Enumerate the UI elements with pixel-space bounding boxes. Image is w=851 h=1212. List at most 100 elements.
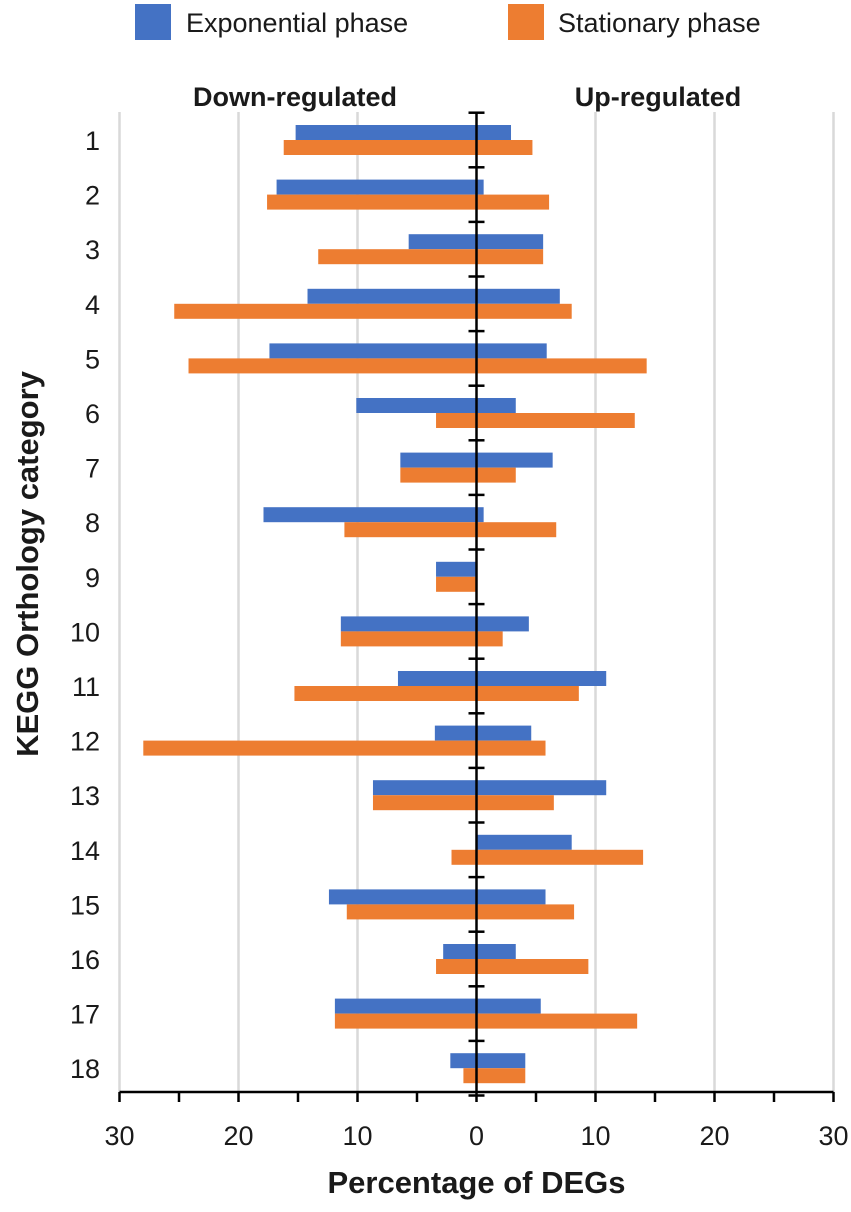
bar-down-stationary [188,358,477,374]
bar-down-stationary [174,303,477,319]
bar-up-exponential [476,671,607,686]
bar-down-exponential [340,616,477,632]
bar-up-exponential [476,780,607,796]
bar-up-exponential [476,998,541,1014]
bar-down-exponential [328,889,477,905]
category-label: 5 [85,344,100,374]
bar-up-stationary [476,140,533,155]
bar-down-stationary [436,576,477,592]
legend: Exponential phase Stationary phase [135,4,761,40]
bar-up-stationary [476,740,546,756]
category-label: 16 [70,945,100,975]
bar-up-exponential [476,616,529,632]
bar-up-stationary [476,249,544,265]
bar-down-exponential [400,452,477,468]
bar-up-exponential [476,507,484,523]
bar-up-stationary [476,303,572,319]
bar-down-stationary [334,1013,477,1029]
gridlines [118,112,835,1092]
bar-down-stationary [463,1068,477,1084]
bar-down-exponential [276,179,477,195]
bar-down-exponential [263,507,477,523]
category-label: 17 [70,1000,100,1030]
bar-up-exponential [476,179,484,195]
region-label-down: Down-regulated [193,82,397,112]
legend-swatch-exponential [135,4,171,40]
bar-up-exponential [476,125,512,140]
legend-label-stationary: Stationary phase [558,8,761,38]
bar-down-exponential [408,234,477,250]
category-label: 8 [85,508,100,538]
legend-swatch-stationary [508,4,544,40]
bar-down-exponential [450,1053,477,1069]
category-label: 12 [70,727,100,757]
x-tick-label: 30 [818,1121,848,1151]
bar-up-stationary [476,467,516,483]
x-tick-label: 30 [104,1121,134,1151]
bar-up-stationary [476,795,554,811]
category-label: 3 [85,235,100,265]
bar-up-exponential [476,343,547,359]
category-label: 1 [85,126,100,156]
bar-up-stationary [476,194,550,210]
x-tick-label: 10 [580,1121,610,1151]
bar-down-stationary [346,904,477,920]
bar-up-exponential [476,1053,526,1069]
bar-up-exponential [476,288,560,304]
x-axis-title: Percentage of DEGs [327,1165,625,1200]
x-tick-label: 0 [469,1121,484,1151]
bar-down-stationary [283,140,477,155]
bar-down-exponential [443,944,477,959]
bar-up-stationary [476,631,503,647]
bar-down-stationary [340,631,477,647]
bar-down-stationary [451,849,477,865]
bar-down-stationary [372,795,477,811]
category-label: 7 [85,454,100,484]
bar-down-stationary [267,194,477,210]
category-label: 14 [70,836,100,866]
bar-up-stationary [476,904,575,920]
bar-up-stationary [476,959,589,974]
bar-up-stationary [476,1068,526,1084]
bar-down-stationary [436,959,477,974]
bar-down-stationary [294,686,477,701]
category-label: 6 [85,399,100,429]
axes [118,111,835,1102]
legend-label-exponential: Exponential phase [186,8,408,38]
bar-down-stationary [318,249,477,265]
bar-up-stationary [476,413,635,428]
bar-up-exponential [476,452,553,468]
bar-up-exponential [476,834,572,850]
category-label: 18 [70,1054,100,1084]
category-label: 4 [85,290,100,320]
bar-up-exponential [476,398,516,413]
category-label: 15 [70,890,100,920]
bar-up-stationary [476,522,557,538]
bar-up-exponential [476,944,516,959]
bars [143,125,647,1084]
bar-up-stationary [476,849,644,865]
bar-down-exponential [356,398,477,413]
region-label-up: Up-regulated [575,82,742,112]
bar-up-exponential [476,889,546,905]
bar-down-exponential [307,288,477,304]
bar-down-exponential [436,561,477,577]
bar-down-stationary [143,740,477,756]
bar-up-exponential [476,725,532,741]
bar-down-stationary [436,413,477,428]
category-label: 9 [85,563,100,593]
bar-up-exponential [476,234,544,250]
category-label: 13 [70,781,100,811]
bar-down-stationary [400,467,477,483]
category-label: 2 [85,181,100,211]
x-tick-label: 20 [699,1121,729,1151]
bar-down-exponential [372,780,477,796]
bar-down-exponential [269,343,477,359]
bar-down-exponential [434,725,477,741]
bar-down-exponential [295,125,477,140]
y-axis-title: KEGG Orthology category [10,370,45,757]
category-label: 10 [70,617,100,647]
